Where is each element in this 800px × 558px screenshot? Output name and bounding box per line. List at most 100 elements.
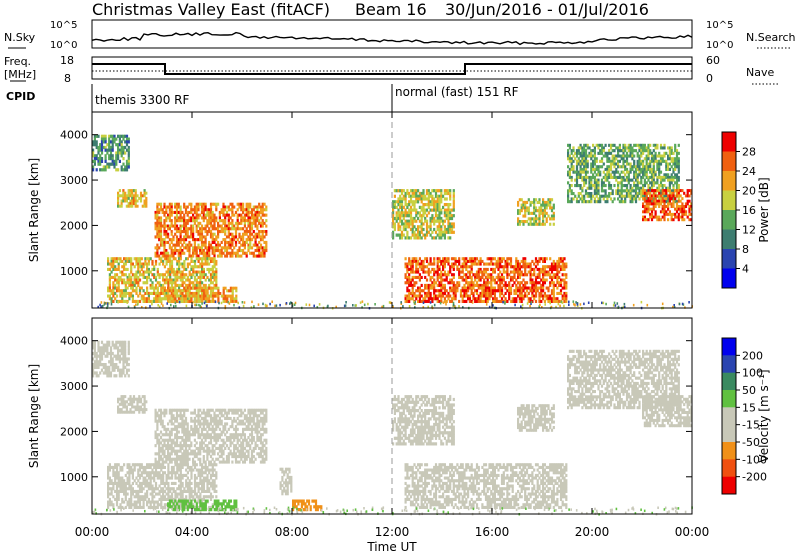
echo-cell	[599, 173, 601, 176]
echo-cell	[136, 205, 138, 208]
echo-cell	[145, 192, 147, 195]
echo-cell	[410, 214, 412, 217]
echo-cell	[111, 297, 113, 300]
echo-cell	[233, 225, 235, 228]
echo-cell	[549, 302, 551, 305]
echo-cell	[97, 374, 99, 377]
echo-cell	[159, 276, 161, 279]
echo-cell	[658, 192, 660, 195]
echo-cell	[166, 302, 168, 305]
echo-cell	[192, 233, 194, 236]
echo-cell	[599, 200, 601, 203]
echo-cell	[688, 194, 690, 197]
echo-cell	[672, 205, 674, 208]
echo-cell	[440, 302, 442, 305]
colorbar-swatch	[722, 132, 736, 152]
echo-cell	[112, 143, 114, 146]
echo-cell	[458, 305, 460, 308]
echo-cell	[110, 349, 112, 352]
echo-cell	[96, 140, 98, 143]
freq-strip: Freq. [MHz] 18 8 60 0 Nave	[4, 54, 780, 85]
colorbar-swatch	[722, 269, 736, 289]
echo-cell	[207, 295, 209, 298]
echo-cell	[415, 265, 417, 268]
echo-cell	[174, 246, 176, 249]
echo-cell	[217, 233, 219, 236]
echo-cell	[458, 273, 460, 276]
echo-cell	[223, 292, 225, 295]
echo-cell	[676, 155, 678, 158]
echo-cell	[676, 202, 678, 205]
echo-cell	[476, 281, 478, 284]
echo-cell	[405, 197, 407, 200]
echo-cell	[405, 257, 407, 260]
echo-cell	[522, 297, 524, 300]
echo-cell	[225, 305, 227, 308]
echo-cell	[122, 163, 124, 166]
echo-cell	[449, 211, 451, 214]
echo-cell	[587, 165, 589, 168]
echo-cell	[663, 208, 665, 211]
echo-cell	[421, 200, 423, 203]
echo-cell	[655, 197, 657, 200]
echo-cell	[565, 265, 567, 268]
echo-cell	[440, 297, 442, 300]
echo-cell	[649, 149, 651, 152]
echo-cell	[685, 213, 687, 216]
echo-cell	[97, 344, 99, 347]
echo-cell	[576, 181, 578, 184]
echo-cell	[494, 295, 496, 298]
echo-cell	[647, 218, 649, 221]
echo-cell	[663, 200, 665, 203]
echo-cell	[213, 255, 215, 258]
echo-cell	[676, 181, 678, 184]
echo-cell	[222, 203, 224, 206]
echo-cell	[215, 206, 217, 209]
echo-cell	[235, 300, 237, 303]
echo-cell	[415, 281, 417, 284]
echo-cell	[224, 238, 226, 241]
echo-cell	[187, 222, 189, 225]
echo-cell	[212, 281, 214, 284]
echo-cell	[178, 297, 180, 300]
echo-cell	[235, 297, 237, 300]
echo-cell	[232, 292, 234, 295]
echo-cell	[249, 241, 251, 244]
echo-cell	[224, 219, 226, 222]
echo-cell	[672, 202, 674, 205]
echo-cell	[603, 197, 605, 200]
echo-cell	[606, 200, 608, 203]
echo-cell	[208, 249, 210, 252]
echo-cell	[394, 228, 396, 231]
echo-cell	[172, 235, 174, 238]
echo-cell	[117, 157, 119, 160]
echo-cell	[538, 215, 540, 218]
echo-cell	[122, 157, 124, 160]
echo-cell	[165, 249, 167, 252]
echo-cell	[117, 406, 119, 409]
echo-cell	[496, 297, 498, 300]
echo-cell	[563, 268, 565, 271]
echo-cell	[160, 230, 162, 233]
echo-cell	[421, 231, 423, 234]
echo-cell	[255, 222, 257, 225]
echo-cell	[100, 305, 102, 308]
echo-cell	[160, 219, 162, 222]
colorbar-swatch	[722, 249, 736, 269]
echo-cell	[256, 216, 258, 219]
echo-cell	[210, 230, 212, 233]
echo-cell	[501, 297, 503, 300]
echo-cell	[116, 295, 118, 298]
echo-cell	[606, 155, 608, 158]
echo-cell	[571, 163, 573, 166]
echo-cell	[597, 184, 599, 187]
echo-cell	[681, 189, 683, 192]
echo-cell	[565, 276, 567, 279]
echo-cell	[624, 200, 626, 203]
echo-cell	[660, 181, 662, 184]
echo-cell	[217, 246, 219, 249]
echo-cell	[660, 202, 662, 205]
echo-cell	[205, 203, 207, 206]
echo-cell	[647, 205, 649, 208]
echo-cell	[151, 281, 153, 284]
